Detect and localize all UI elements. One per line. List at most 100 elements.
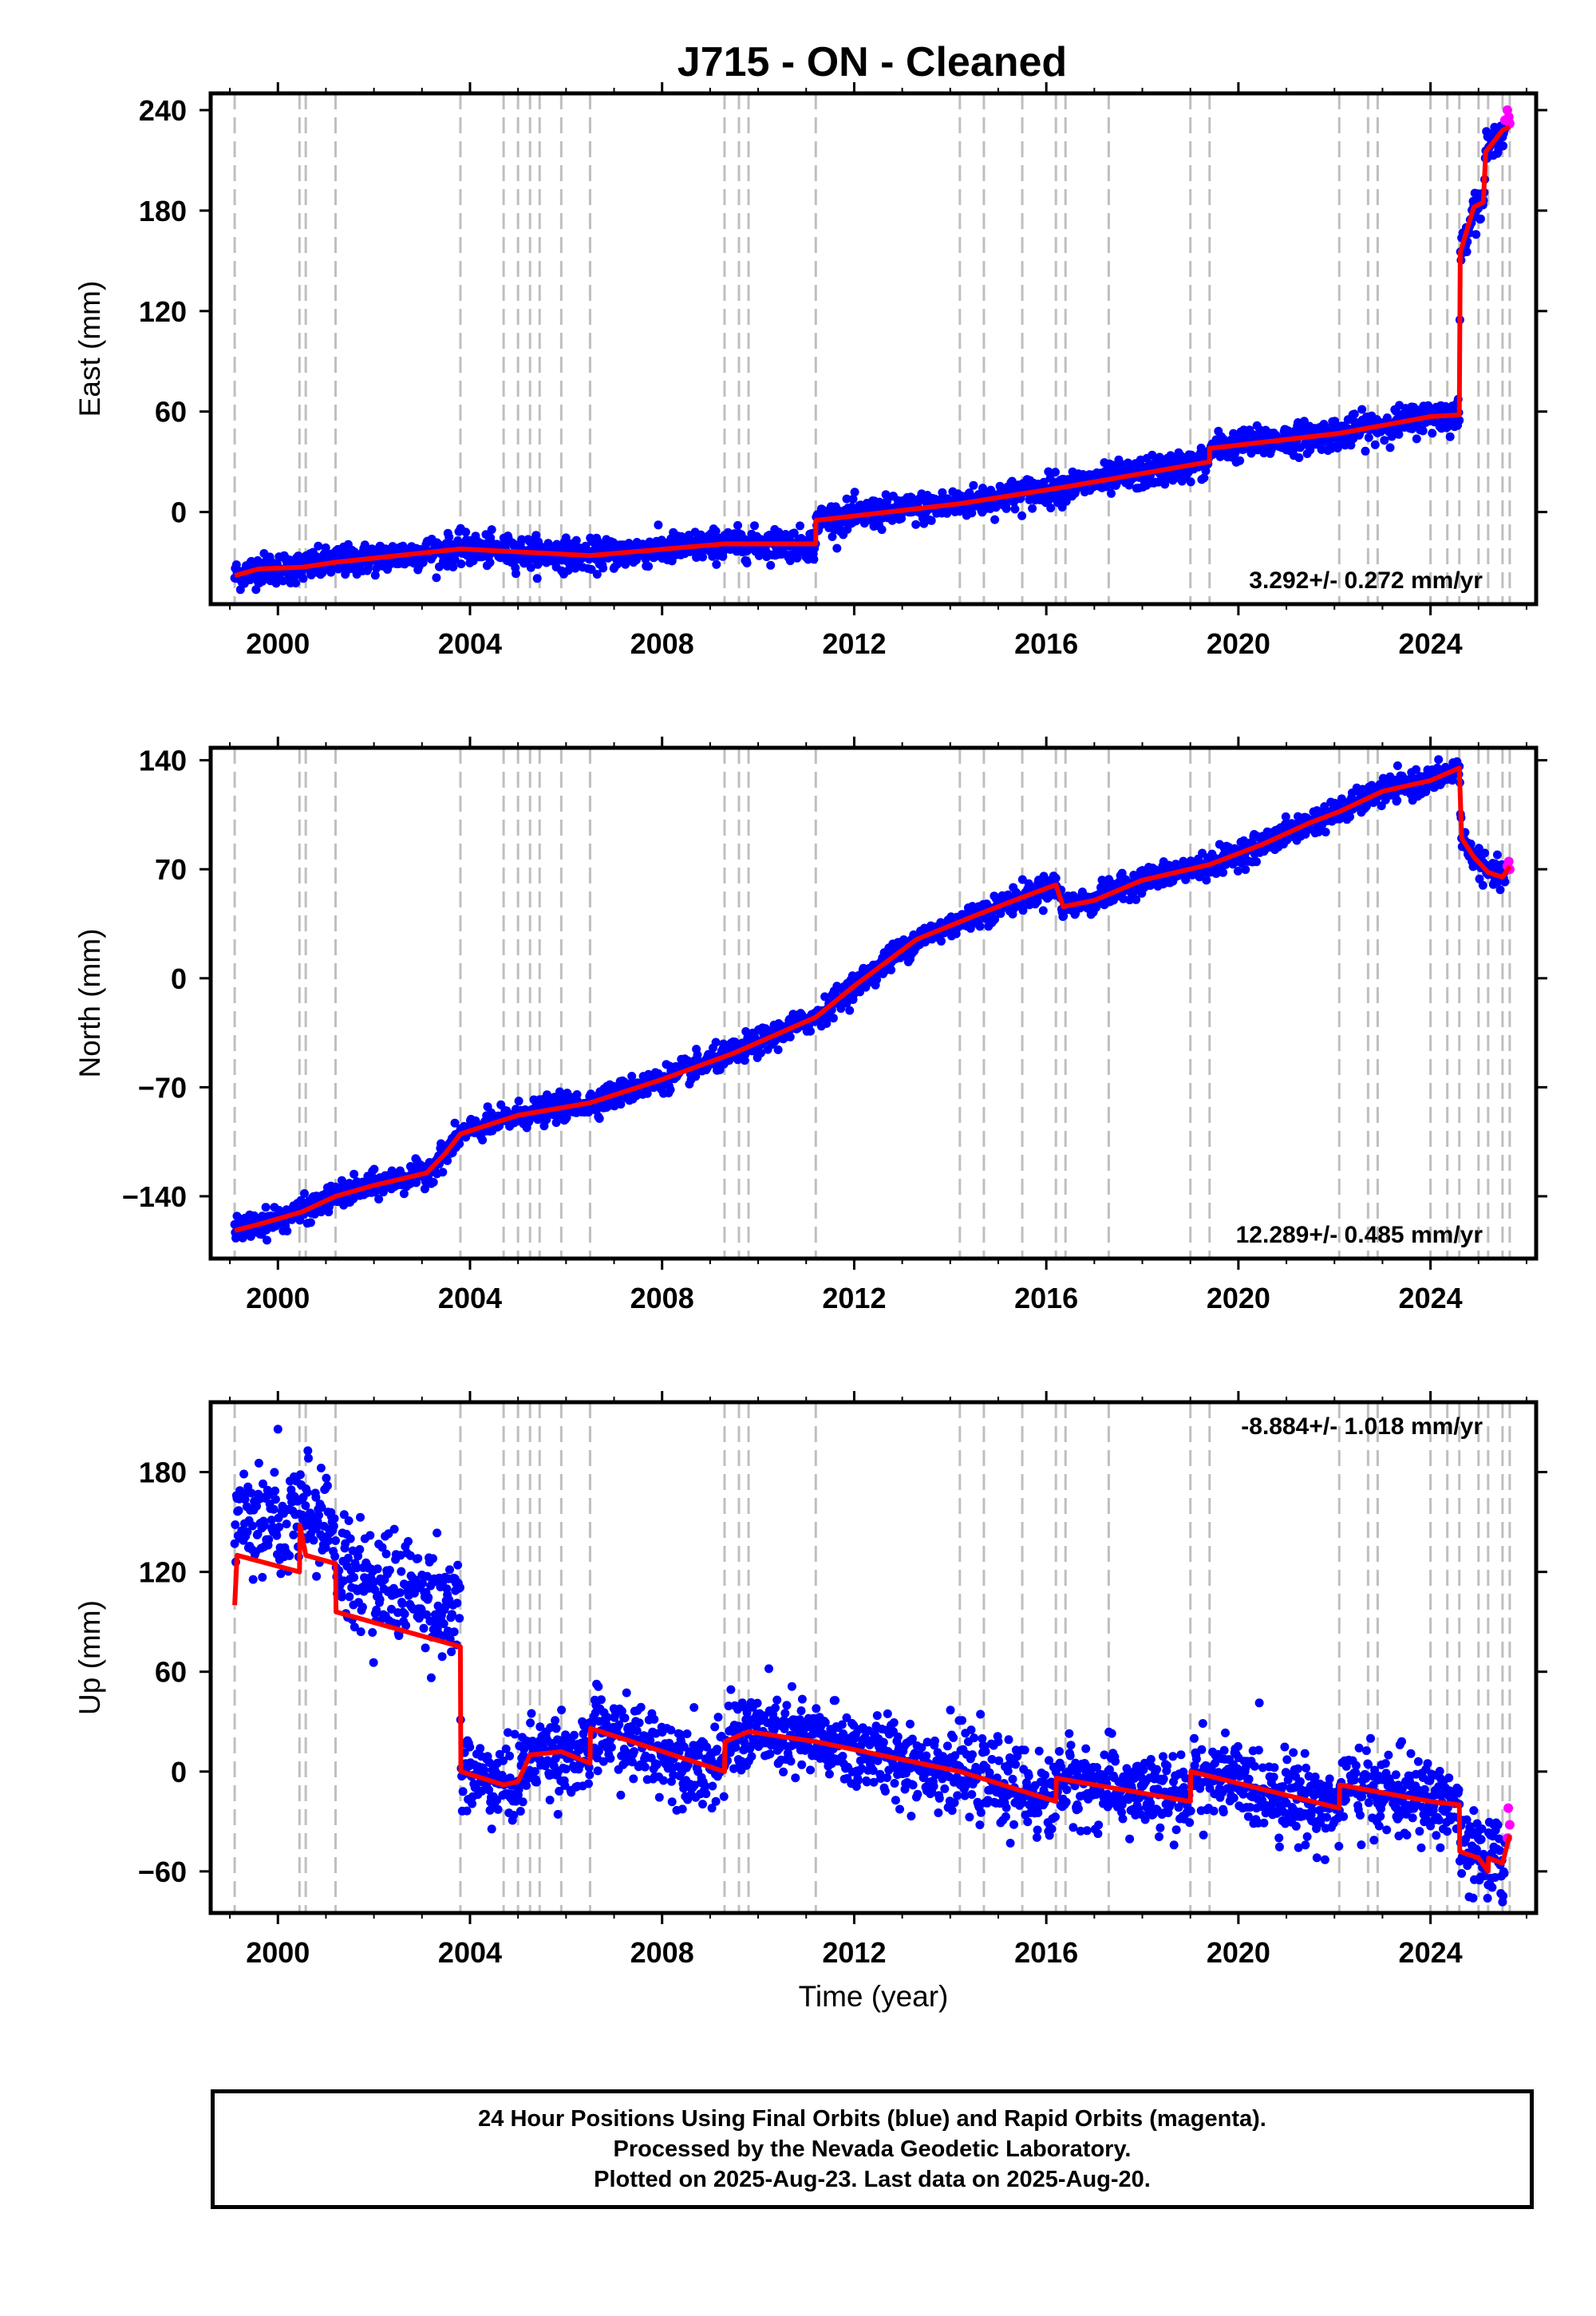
east-final-point	[1364, 433, 1373, 442]
up-final-point	[322, 1481, 332, 1491]
north-final-point	[1219, 868, 1228, 877]
east-final-point	[326, 567, 336, 577]
north-final-point	[1434, 755, 1444, 765]
east-final-point	[418, 558, 428, 567]
east-final-point	[938, 488, 947, 497]
east-final-point	[370, 571, 380, 580]
north-final-point	[820, 992, 830, 1002]
north-final-point	[1478, 880, 1487, 890]
up-final-point	[317, 1503, 326, 1512]
up-final-point	[324, 1536, 334, 1545]
east-final-point	[1010, 504, 1020, 514]
east-final-point	[698, 552, 707, 562]
up-final-point	[373, 1564, 382, 1574]
east-final-point	[1445, 432, 1455, 441]
north-final-point	[806, 1026, 815, 1036]
east-final-point	[733, 520, 742, 530]
up-final-point	[258, 1572, 267, 1582]
east-final-point	[1499, 141, 1508, 151]
east-final-point	[360, 540, 369, 550]
east-final-point	[1148, 450, 1157, 460]
east-frame	[208, 91, 1539, 607]
east-final-point	[1051, 468, 1060, 477]
north-final-point	[1474, 844, 1483, 853]
east-final-point	[1017, 511, 1027, 520]
up-final-point	[375, 1595, 385, 1604]
north-final-point	[572, 1090, 582, 1099]
east-x-tick-label: 2024	[1399, 627, 1463, 660]
up-final-point	[337, 1592, 346, 1602]
north-y-tick-label: −140	[122, 1180, 187, 1213]
north-final-point	[1051, 873, 1061, 883]
east-final-point	[621, 559, 630, 569]
up-final-point	[234, 1506, 243, 1516]
north-final-point	[1500, 877, 1510, 887]
east-final-point	[654, 520, 663, 530]
north-final-point	[1252, 857, 1261, 867]
east-final-point	[1346, 441, 1356, 450]
east-y-tick-label: 60	[155, 396, 187, 429]
east-final-point	[512, 569, 520, 579]
east-final-point	[926, 516, 936, 525]
east-final-point	[990, 515, 1000, 524]
north-final-points	[230, 755, 1510, 1245]
east-final-point	[1385, 443, 1395, 453]
north-x-tick-label: 2024	[1399, 1282, 1463, 1314]
north-y-tick-label: 70	[155, 853, 187, 886]
east-x-tick-label: 2004	[438, 627, 502, 660]
north-final-point	[1017, 875, 1027, 884]
east-final-point	[1231, 449, 1240, 458]
east-final-point	[1418, 426, 1428, 436]
up-final-point	[275, 1523, 284, 1531]
north-final-point	[369, 1164, 379, 1174]
up-final-point	[239, 1469, 249, 1479]
up-final-point	[282, 1520, 291, 1529]
up-final-point	[343, 1553, 353, 1563]
north-final-point	[1212, 868, 1222, 878]
east-final-point	[828, 532, 837, 541]
east-final-point	[1361, 446, 1370, 456]
north-final-point	[975, 922, 985, 931]
up-final-points	[230, 1425, 1510, 1907]
north-final-point	[1393, 761, 1402, 770]
east-final-point	[444, 532, 454, 542]
north-final-point	[1018, 906, 1028, 915]
north-x-tick-label: 2008	[630, 1282, 694, 1314]
east-final-point	[712, 559, 721, 569]
east-final-point	[1428, 429, 1437, 438]
east-final-point	[809, 555, 819, 564]
east-y-axis-label: East (mm)	[73, 281, 106, 417]
north-frame	[208, 745, 1539, 1261]
up-final-point	[311, 1492, 321, 1502]
east-model-line	[234, 124, 1511, 579]
up-final-point	[295, 1470, 305, 1480]
east-rate-label: 3.292+/- 0.272 mm/yr	[1249, 567, 1483, 594]
north-final-point	[822, 1019, 832, 1028]
east-final-point	[1472, 230, 1481, 239]
north-final-point	[429, 1177, 438, 1187]
north-final-point	[756, 1048, 765, 1057]
up-final-point	[321, 1543, 330, 1552]
north-final-point	[642, 1089, 652, 1098]
north-final-point	[555, 1087, 564, 1097]
east-x-tick-label: 2008	[630, 627, 694, 660]
east-final-point	[1168, 476, 1178, 485]
up-final-point	[285, 1551, 294, 1560]
north-final-point	[595, 1114, 604, 1123]
east-final-point	[461, 528, 471, 537]
north-final-point	[828, 1014, 838, 1023]
east-final-point	[711, 527, 721, 536]
east-final-point	[1382, 413, 1392, 422]
east-y-tick-label: 180	[139, 195, 187, 227]
north-final-point	[711, 1037, 721, 1047]
north-y-tick-label: −70	[138, 1071, 187, 1104]
north-final-point	[887, 965, 896, 974]
north-final-point	[438, 1168, 448, 1177]
east-final-point	[485, 558, 495, 567]
up-final-point	[346, 1534, 355, 1543]
east-final-point	[598, 563, 608, 573]
east-final-point	[750, 521, 759, 531]
up-final-point	[356, 1627, 365, 1637]
north-model-line	[234, 765, 1512, 1233]
north-final-point	[514, 1097, 523, 1106]
